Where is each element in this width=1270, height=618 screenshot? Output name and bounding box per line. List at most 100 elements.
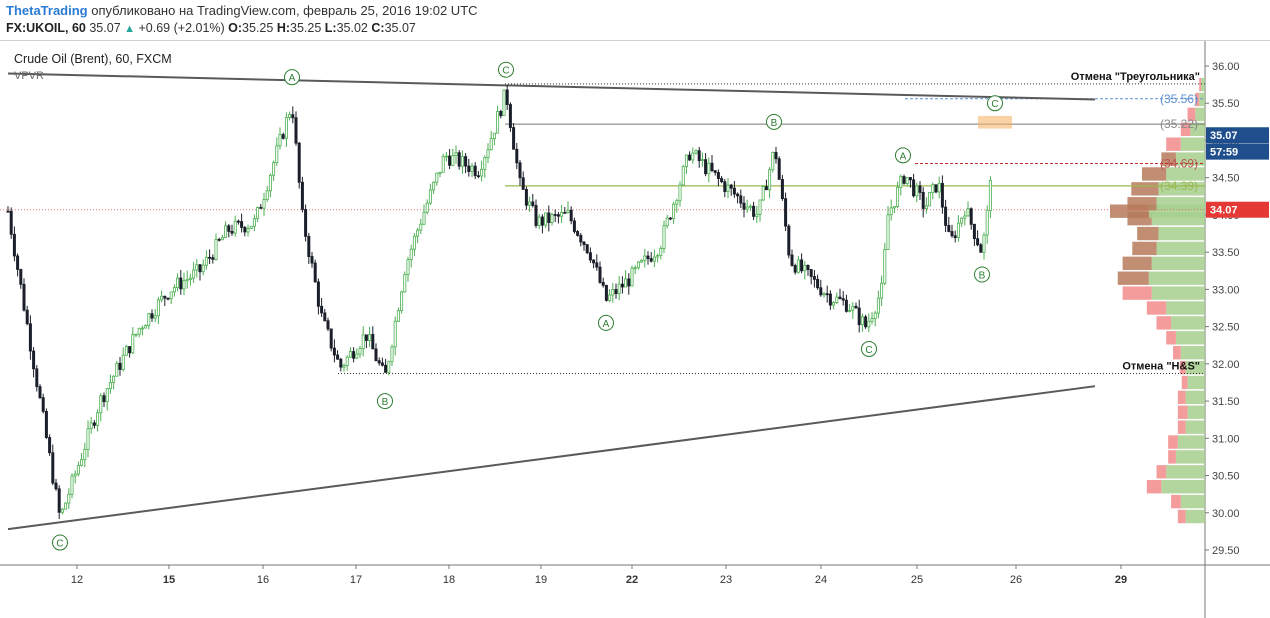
candle-body bbox=[217, 238, 221, 241]
wave-label-a: A bbox=[603, 319, 610, 330]
candle-body bbox=[960, 217, 964, 224]
candle-body bbox=[886, 214, 890, 251]
candle-body bbox=[390, 346, 394, 363]
wave-label-circle[interactable] bbox=[987, 95, 1003, 112]
candle-body bbox=[460, 156, 464, 167]
candle-body bbox=[896, 186, 900, 207]
candle-body bbox=[108, 382, 112, 390]
candle-body bbox=[790, 254, 794, 266]
volume-profile-up-bar bbox=[1195, 107, 1205, 122]
level-price-label: (35.56) bbox=[1160, 92, 1198, 106]
candle-body bbox=[598, 266, 602, 283]
candle-body bbox=[307, 235, 311, 257]
candle-body bbox=[105, 388, 109, 403]
candle-body bbox=[438, 171, 442, 174]
lower-trendline[interactable] bbox=[7, 385, 1096, 531]
candle-body bbox=[726, 184, 730, 192]
candle-body bbox=[406, 259, 410, 275]
candle-body bbox=[236, 220, 240, 223]
candle-body bbox=[579, 234, 583, 243]
volume-profile-up-bar bbox=[1175, 331, 1205, 345]
candle-body bbox=[64, 502, 68, 510]
candle-body bbox=[838, 296, 842, 300]
candle-body bbox=[787, 225, 791, 256]
candle-body bbox=[515, 148, 519, 164]
candle-body bbox=[873, 312, 877, 319]
candle-body bbox=[278, 134, 282, 147]
candle-body bbox=[188, 277, 192, 280]
wave-label-circle[interactable] bbox=[598, 314, 614, 331]
candle-body bbox=[262, 199, 266, 209]
candle-body bbox=[617, 283, 621, 295]
publish-info: ThetaTrading опубликовано на TradingView… bbox=[6, 3, 478, 18]
candle-body bbox=[496, 111, 500, 134]
candle-body bbox=[12, 233, 16, 257]
candle-body bbox=[204, 256, 208, 266]
candle-body bbox=[691, 152, 695, 161]
x-tick-label: 18 bbox=[443, 574, 455, 586]
candle-body bbox=[672, 203, 676, 220]
wave-label-circle[interactable] bbox=[766, 113, 782, 130]
candle-body bbox=[931, 184, 935, 193]
level-price-label: (34.69) bbox=[1160, 157, 1198, 171]
wave-label-b: B bbox=[979, 270, 986, 281]
candle-body bbox=[768, 169, 772, 191]
volume-profile-up-bar bbox=[1166, 465, 1205, 479]
candle-body bbox=[716, 172, 720, 179]
wave-label-circle[interactable] bbox=[895, 147, 911, 164]
wave-label-circle[interactable] bbox=[284, 69, 300, 86]
candle-body bbox=[950, 231, 954, 237]
volume-profile-up-bar bbox=[1199, 92, 1205, 107]
candle-body bbox=[771, 151, 775, 171]
candle-body bbox=[502, 89, 506, 117]
candle-body bbox=[176, 277, 180, 289]
x-tick-label: 16 bbox=[257, 574, 269, 586]
candle-body bbox=[153, 315, 157, 319]
candle-body bbox=[988, 180, 992, 211]
candle-body bbox=[275, 145, 279, 164]
timer-badge: 57:59 bbox=[1210, 147, 1238, 159]
volume-profile-down-bar bbox=[1137, 226, 1159, 241]
volume-profile-down-bar bbox=[1168, 435, 1178, 449]
volume-profile-down-bar bbox=[1177, 509, 1186, 524]
wave-label-circle[interactable] bbox=[861, 340, 877, 357]
volume-profile-up-bar bbox=[1166, 167, 1205, 181]
upper-trendline[interactable] bbox=[7, 72, 1096, 101]
candle-body bbox=[652, 256, 656, 262]
volume-profile-down-bar bbox=[1168, 450, 1176, 464]
candle-body bbox=[336, 354, 340, 360]
candle-body bbox=[422, 211, 426, 225]
candle-body bbox=[620, 283, 624, 288]
wave-label-circle[interactable] bbox=[498, 61, 514, 78]
candle-body bbox=[332, 347, 336, 356]
wave-label-circle[interactable] bbox=[52, 534, 68, 551]
candle-body bbox=[371, 334, 375, 350]
candle-body bbox=[825, 293, 829, 296]
wave-label-circle[interactable] bbox=[377, 393, 393, 410]
target-zone-box[interactable] bbox=[978, 115, 1012, 129]
candle-body bbox=[550, 214, 554, 223]
candle-body bbox=[22, 283, 26, 311]
candle-body bbox=[448, 155, 452, 166]
candle-body bbox=[889, 207, 893, 216]
candle-body bbox=[57, 488, 61, 513]
y-tick-label: 34.50 bbox=[1212, 173, 1240, 185]
candle-body bbox=[531, 201, 535, 206]
candle-body bbox=[601, 281, 605, 286]
last-price: 35.07 bbox=[89, 21, 121, 35]
volume-profile-up-bar bbox=[1180, 494, 1205, 509]
volume-profile-up-bar bbox=[1161, 480, 1205, 494]
candle-body bbox=[723, 181, 727, 192]
candle-body bbox=[38, 386, 42, 399]
candle-body bbox=[736, 193, 740, 197]
volume-profile-down-bar bbox=[1199, 77, 1202, 92]
candle-body bbox=[908, 177, 912, 181]
publisher-name[interactable]: ThetaTrading bbox=[6, 3, 88, 18]
y-tick-label: 31.50 bbox=[1212, 396, 1240, 408]
candle-body bbox=[230, 231, 234, 234]
price-chart[interactable]: 36.0035.5035.0034.5034.0033.5033.0032.50… bbox=[0, 41, 1270, 618]
wave-label-circle[interactable] bbox=[974, 266, 990, 283]
candle-body bbox=[35, 368, 39, 388]
indicator-label[interactable]: VPVR bbox=[14, 70, 44, 82]
candle-body bbox=[134, 333, 138, 336]
